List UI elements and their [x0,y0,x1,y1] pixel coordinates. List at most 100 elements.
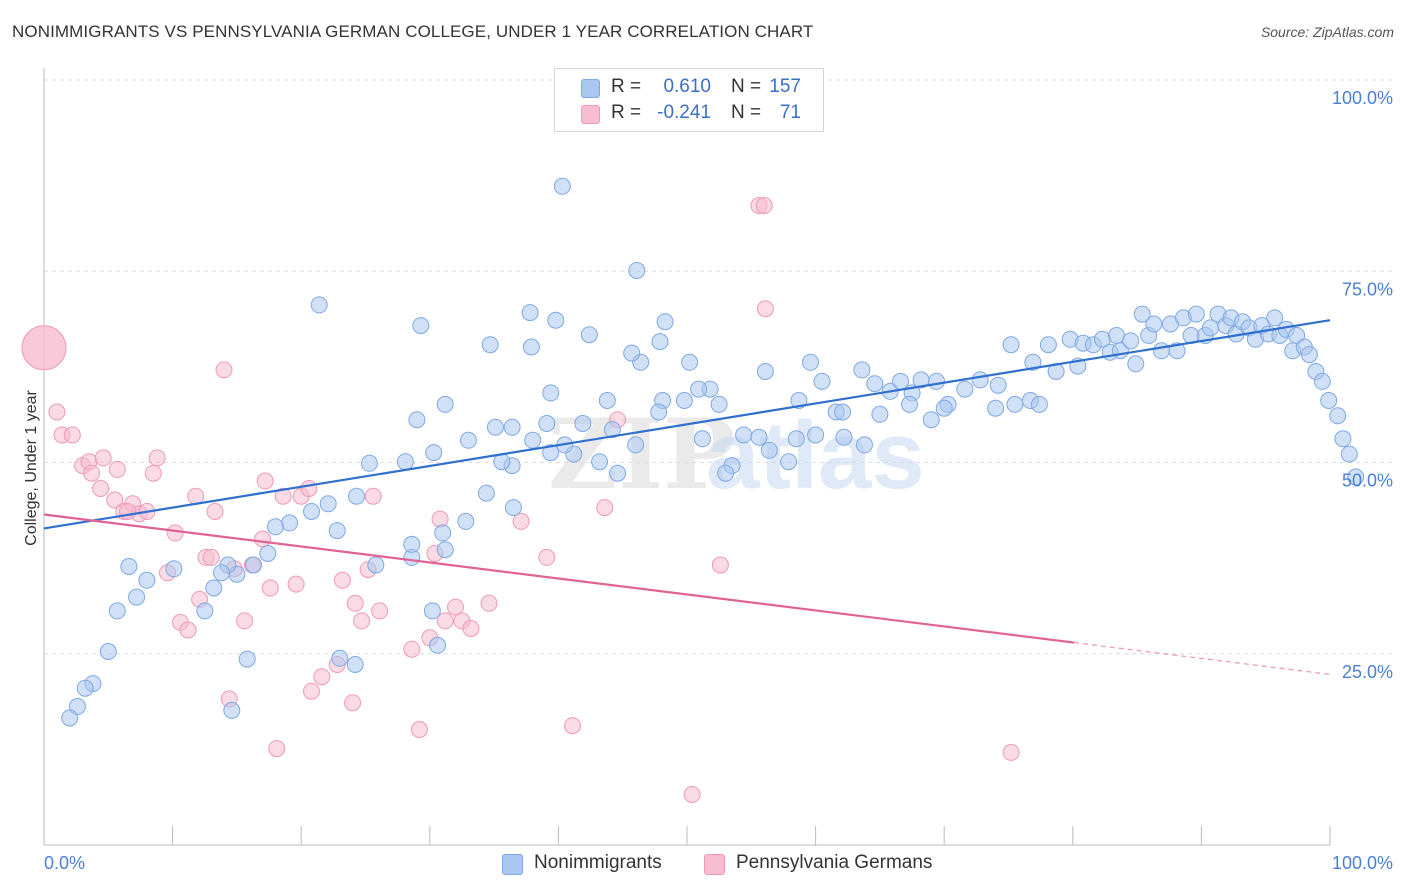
point-pennsylvania-germans [462,620,480,637]
point-nonimmigrants [423,602,441,620]
point-pennsylvania-germans [236,612,254,630]
point-nonimmigrants [331,649,349,667]
legend-r-label: R = [611,76,642,97]
point-nonimmigrants [735,426,753,444]
point-pennsylvania-germans [106,491,124,509]
legend-swatch-pennsylvania-germans [581,105,600,124]
point-nonimmigrants [780,453,798,471]
point-pennsylvania-germans [431,510,449,528]
point-nonimmigrants [434,524,452,542]
point-nonimmigrants [436,541,454,559]
point-nonimmigrants [901,395,918,413]
legend-swatch-nonimmigrants [502,854,523,875]
point-nonimmigrants [987,399,1005,417]
point-pennsylvania-germans [206,503,224,520]
watermark-atlas: atlas [706,402,925,509]
point-pennsylvania-germans [480,594,498,612]
point-nonimmigrants [802,353,819,371]
point-pennsylvania-germans [256,472,274,490]
point-nonimmigrants [412,317,430,335]
point-pennsylvania-germans [148,449,166,467]
point-nonimmigrants [524,431,542,449]
point-pennsylvania-germans [287,575,305,593]
point-nonimmigrants [1347,468,1365,486]
point-nonimmigrants [871,405,889,423]
point-nonimmigrants [542,444,560,462]
point-pennsylvania-germans [254,530,272,548]
point-pennsylvania-germans [403,640,421,658]
point-nonimmigrants [403,535,421,553]
point-nonimmigrants [623,344,641,362]
point-nonimmigrants [542,384,560,402]
point-nonimmigrants [477,484,495,502]
point-nonimmigrants [328,522,346,540]
point-pennsylvania-germans [48,403,66,421]
point-nonimmigrants [853,361,871,379]
source-credit: Source: ZipAtlas.com [1260,24,1394,40]
point-pennsylvania-germans [683,786,701,803]
point-nonimmigrants [408,411,426,429]
point-nonimmigrants [547,311,565,329]
point-nonimmigrants [574,415,592,432]
point-nonimmigrants [504,499,522,517]
point-nonimmigrants [856,436,873,454]
point-nonimmigrants [76,679,94,697]
point-nonimmigrants [598,392,616,409]
point-nonimmigrants [813,372,831,390]
point-nonimmigrants [750,428,768,446]
legend-r-label: R = [611,102,642,123]
point-nonimmigrants [429,636,446,654]
trend-lines [43,319,1331,676]
point-nonimmigrants [481,336,499,354]
point-nonimmigrants [580,326,598,344]
point-nonimmigrants [346,656,364,673]
point-pennsylvania-germans [215,361,233,379]
y-tick-label: 25.0% [1342,662,1393,682]
point-pennsylvania-germans [63,426,81,444]
point-nonimmigrants [108,602,126,620]
point-pennsylvania-germans [303,682,320,700]
point-nonimmigrants [935,399,953,417]
point-pennsylvania-germans [711,556,729,574]
watermark: ZIP atlas [548,398,925,511]
y-tick-label: 100.0% [1332,88,1393,108]
point-nonimmigrants [1168,342,1186,360]
point-pennsylvania-germans [187,487,205,505]
point-pennsylvania-germans [596,499,614,517]
point-nonimmigrants [756,363,774,380]
point-pennsylvania-germans [108,460,126,478]
point-pennsylvania-germans [268,740,286,758]
x-tick-label: 0.0% [44,853,85,873]
point-pennsylvania-germans [179,621,197,639]
point-nonimmigrants [628,262,646,279]
point-nonimmigrants [165,560,183,578]
point-nonimmigrants [61,709,79,727]
point-nonimmigrants [213,564,230,582]
point-nonimmigrants [436,395,454,413]
point-pennsylvania-germans [538,548,556,566]
point-nonimmigrants [303,503,320,520]
point-nonimmigrants [259,545,277,562]
point-pennsylvania-germans [447,598,464,616]
point-nonimmigrants [1300,346,1318,364]
point-pennsylvania-germans [144,464,162,482]
point-nonimmigrants [922,411,940,429]
point-nonimmigrants [281,514,299,532]
point-nonimmigrants [989,376,1007,394]
point-nonimmigrants [651,333,669,351]
x-tick-label: 100.0% [1332,853,1393,873]
point-nonimmigrants [553,177,571,195]
point-pennsylvania-germans [512,512,530,530]
point-nonimmigrants [425,444,443,462]
point-nonimmigrants [717,464,735,482]
point-pennsylvania-germans [756,300,774,318]
legend-n-label: N = [731,76,762,97]
point-nonimmigrants [807,426,825,444]
point-pennsylvania-germans [344,694,362,712]
legend-label-pennsylvania-germans: Pennsylvania Germans [736,852,933,873]
point-pennsylvania-germans [119,503,137,520]
point-nonimmigrants [1127,355,1145,373]
trend-line-pennsylvania-germans [43,513,1075,644]
point-nonimmigrants [522,338,540,356]
